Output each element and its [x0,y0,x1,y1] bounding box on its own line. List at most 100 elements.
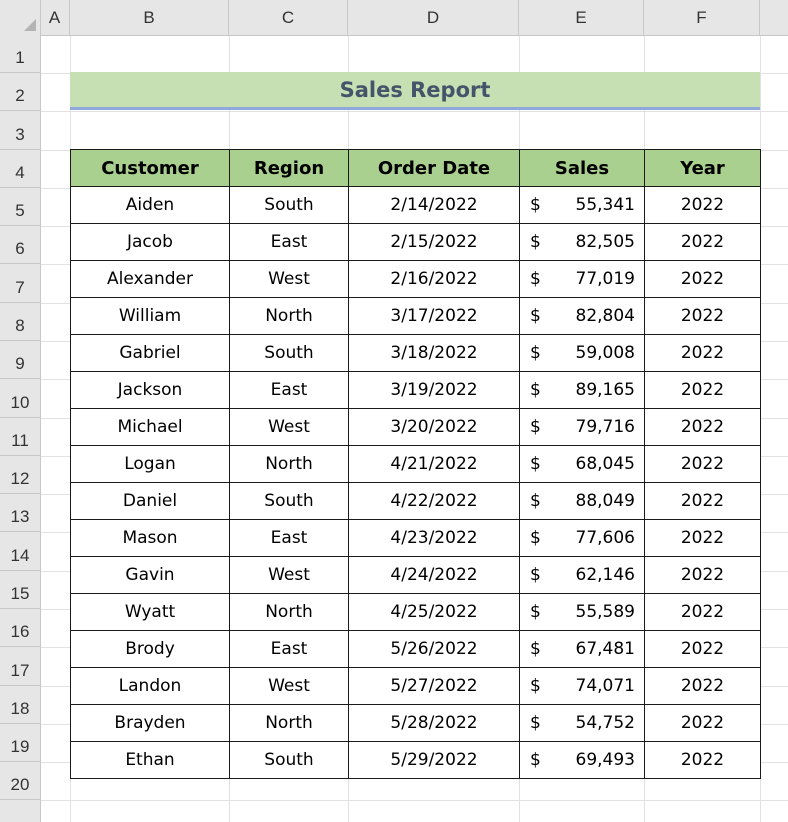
row-header-1[interactable]: 1 [0,35,40,73]
order-date-cell[interactable]: 4/24/2022 [348,556,520,594]
header-customer[interactable]: Customer [70,149,230,187]
sales-cell[interactable]: $67,481 [519,630,645,668]
region-cell[interactable]: East [229,223,349,261]
region-cell[interactable]: West [229,408,349,446]
year-cell[interactable]: 2022 [644,519,761,557]
row-header-5[interactable]: 5 [0,188,40,226]
order-date-cell[interactable]: 2/16/2022 [348,260,520,298]
customer-cell[interactable]: Brody [70,630,230,668]
customer-cell[interactable]: Landon [70,667,230,705]
column-header-f[interactable]: F [644,0,760,35]
customer-cell[interactable]: William [70,297,230,335]
year-cell[interactable]: 2022 [644,223,761,261]
region-cell[interactable]: West [229,556,349,594]
region-cell[interactable]: South [229,186,349,224]
sales-cell[interactable]: $79,716 [519,408,645,446]
column-header-d[interactable]: D [348,0,519,35]
header-sales[interactable]: Sales [519,149,645,187]
year-cell[interactable]: 2022 [644,445,761,483]
sales-cell[interactable]: $88,049 [519,482,645,520]
order-date-cell[interactable]: 4/23/2022 [348,519,520,557]
year-cell[interactable]: 2022 [644,667,761,705]
header-year[interactable]: Year [644,149,761,187]
order-date-cell[interactable]: 5/29/2022 [348,741,520,779]
row-header-2[interactable]: 2 [0,73,40,111]
row-header-10[interactable]: 10 [0,379,40,418]
region-cell[interactable]: South [229,334,349,372]
order-date-cell[interactable]: 4/21/2022 [348,445,520,483]
column-header-a[interactable]: A [40,0,70,35]
order-date-cell[interactable]: 3/18/2022 [348,334,520,372]
customer-cell[interactable]: Logan [70,445,230,483]
region-cell[interactable]: East [229,630,349,668]
row-header-7[interactable]: 7 [0,264,40,303]
customer-cell[interactable]: Michael [70,408,230,446]
customer-cell[interactable]: Jacob [70,223,230,261]
header-region[interactable]: Region [229,149,349,187]
customer-cell[interactable]: Ethan [70,741,230,779]
select-all-button[interactable] [0,0,41,35]
customer-cell[interactable]: Alexander [70,260,230,298]
row-header-12[interactable]: 12 [0,456,40,494]
region-cell[interactable]: North [229,704,349,742]
row-header-17[interactable]: 17 [0,647,40,686]
year-cell[interactable]: 2022 [644,371,761,409]
customer-cell[interactable]: Mason [70,519,230,557]
region-cell[interactable]: East [229,519,349,557]
order-date-cell[interactable]: 4/22/2022 [348,482,520,520]
customer-cell[interactable]: Jackson [70,371,230,409]
row-header-9[interactable]: 9 [0,341,40,379]
order-date-cell[interactable]: 5/26/2022 [348,630,520,668]
year-cell[interactable]: 2022 [644,556,761,594]
year-cell[interactable]: 2022 [644,482,761,520]
sales-cell[interactable]: $82,804 [519,297,645,335]
row-header-11[interactable]: 11 [0,418,40,456]
column-header-b[interactable]: B [70,0,229,35]
region-cell[interactable]: West [229,260,349,298]
year-cell[interactable]: 2022 [644,297,761,335]
sales-cell[interactable]: $55,341 [519,186,645,224]
row-header-16[interactable]: 16 [0,609,40,647]
year-cell[interactable]: 2022 [644,741,761,779]
row-header-6[interactable]: 6 [0,226,40,264]
row-header-13[interactable]: 13 [0,494,40,532]
region-cell[interactable]: North [229,445,349,483]
customer-cell[interactable]: Gavin [70,556,230,594]
sales-cell[interactable]: $62,146 [519,556,645,594]
row-header-4[interactable]: 4 [0,150,40,188]
header-order-date[interactable]: Order Date [348,149,520,187]
report-title-cell[interactable]: Sales Report [70,72,760,110]
region-cell[interactable]: North [229,297,349,335]
year-cell[interactable]: 2022 [644,630,761,668]
sales-cell[interactable]: $89,165 [519,371,645,409]
customer-cell[interactable]: Aiden [70,186,230,224]
order-date-cell[interactable]: 4/25/2022 [348,593,520,631]
sales-cell[interactable]: $82,505 [519,223,645,261]
column-header-c[interactable]: C [229,0,348,35]
row-header-19[interactable]: 19 [0,724,40,762]
sales-cell[interactable]: $74,071 [519,667,645,705]
customer-cell[interactable]: Brayden [70,704,230,742]
year-cell[interactable]: 2022 [644,408,761,446]
order-date-cell[interactable]: 2/14/2022 [348,186,520,224]
order-date-cell[interactable]: 3/20/2022 [348,408,520,446]
row-header-18[interactable]: 18 [0,686,40,724]
year-cell[interactable]: 2022 [644,260,761,298]
customer-cell[interactable]: Wyatt [70,593,230,631]
year-cell[interactable]: 2022 [644,334,761,372]
customer-cell[interactable]: Gabriel [70,334,230,372]
row-header-3[interactable]: 3 [0,111,40,150]
order-date-cell[interactable]: 5/27/2022 [348,667,520,705]
sales-cell[interactable]: $59,008 [519,334,645,372]
row-header-20[interactable]: 20 [0,762,40,800]
region-cell[interactable]: South [229,482,349,520]
sales-cell[interactable]: $77,019 [519,260,645,298]
region-cell[interactable]: North [229,593,349,631]
year-cell[interactable]: 2022 [644,186,761,224]
order-date-cell[interactable]: 3/19/2022 [348,371,520,409]
order-date-cell[interactable]: 5/28/2022 [348,704,520,742]
order-date-cell[interactable]: 2/15/2022 [348,223,520,261]
sales-cell[interactable]: $69,493 [519,741,645,779]
sales-cell[interactable]: $55,589 [519,593,645,631]
row-header-14[interactable]: 14 [0,532,40,571]
